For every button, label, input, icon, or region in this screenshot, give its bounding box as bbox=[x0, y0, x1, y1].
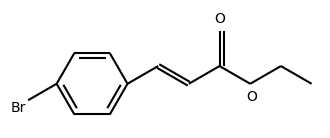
Text: O: O bbox=[247, 90, 257, 104]
Text: Br: Br bbox=[11, 101, 26, 116]
Text: O: O bbox=[214, 12, 225, 26]
